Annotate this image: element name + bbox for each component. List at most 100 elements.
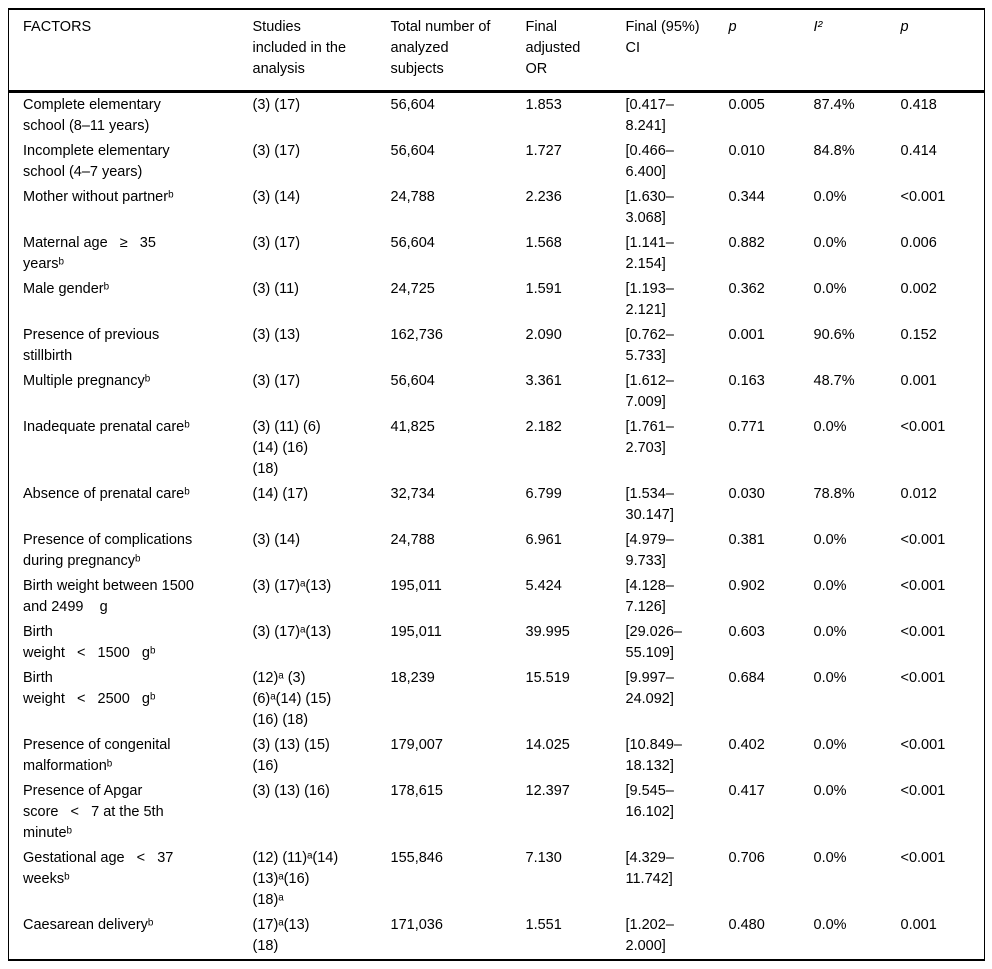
studies-cell: (12) (11)ᵃ(14) (13)ᵃ(16) (18)ᵃ	[252, 850, 339, 908]
factor-cell: Presence of congenital malformationᵇ	[23, 737, 171, 774]
studies-cell: (3) (11) (6) (14) (16) (18)	[252, 419, 321, 477]
i-squared-cell: 0.0%	[813, 670, 847, 686]
table-row: Birth weight between 1500 and 2499 g (3)…	[9, 574, 985, 620]
table-header: FACTORS Studies included in the analysis T…	[8, 9, 985, 93]
ci-cell: [4.128– 7.126]	[625, 578, 674, 615]
adjusted-or-cell: 2.182	[525, 419, 562, 435]
p-value-cell: 0.001	[900, 917, 937, 933]
factor-cell: Presence of previous stillbirth	[23, 327, 160, 364]
studies-cell: (3) (17)	[252, 143, 301, 159]
adjusted-or-cell: 5.424	[525, 578, 562, 594]
column-header-adjusted-or: Final adjusted OR	[525, 9, 626, 93]
p-value-cell: <0.001	[900, 737, 946, 753]
subjects-cell: 41,825	[390, 419, 435, 435]
ci-cell: [1.761– 2.703]	[625, 419, 674, 456]
factor-cell: Complete elementary school (8–11 years)	[23, 97, 161, 134]
factor-cell: Presence of Apgar score < 7 at the 5th m…	[23, 783, 164, 841]
p-value-cell: 0.418	[900, 97, 937, 113]
factor-cell: Gestational age < 37 weeksᵇ	[23, 850, 174, 887]
table-row: Gestational age < 37 weeksᵇ (12) (11)ᵃ(1…	[9, 846, 985, 913]
adjusted-or-cell: 2.090	[525, 327, 562, 343]
p-heterogeneity-cell: 0.163	[728, 373, 765, 389]
subjects-cell: 171,036	[390, 917, 443, 933]
adjusted-or-cell: 6.799	[525, 486, 562, 502]
p-heterogeneity-cell: 0.362	[728, 281, 765, 297]
adjusted-or-cell: 14.025	[525, 737, 570, 753]
adjusted-or-cell: 12.397	[525, 783, 570, 799]
subjects-cell: 24,725	[390, 281, 435, 297]
studies-cell: (3) (13)	[252, 327, 301, 343]
ci-cell: [9.545– 16.102]	[625, 783, 674, 820]
subjects-cell: 56,604	[390, 143, 435, 159]
column-header-subjects: Total number of analyzed subjects	[390, 9, 526, 93]
i-squared-cell: 78.8%	[813, 486, 855, 502]
column-header-ci: Final (95%) CI	[625, 9, 729, 93]
studies-cell: (3) (14)	[252, 532, 301, 548]
p-heterogeneity-cell: 0.882	[728, 235, 765, 251]
p-heterogeneity-cell: 0.771	[728, 419, 765, 435]
column-header-p-heterogeneity: p	[728, 9, 814, 93]
subjects-cell: 56,604	[390, 97, 435, 113]
studies-cell: (3) (17)ᵃ(13)	[252, 578, 332, 594]
table-row: Inadequate prenatal careᵇ (3) (11) (6) (…	[9, 415, 985, 482]
i-squared-cell: 0.0%	[813, 917, 847, 933]
i-squared-cell: 0.0%	[813, 783, 847, 799]
ci-cell: [9.997– 24.092]	[625, 670, 674, 707]
studies-cell: (3) (13) (15) (16)	[252, 737, 330, 774]
table-row: Incomplete elementary school (4–7 years)…	[9, 139, 985, 185]
i-squared-cell: 84.8%	[813, 143, 855, 159]
ci-cell: [1.534– 30.147]	[625, 486, 674, 523]
i-squared-cell: 48.7%	[813, 373, 855, 389]
studies-cell: (3) (17)	[252, 235, 301, 251]
i-squared-cell: 87.4%	[813, 97, 855, 113]
factor-cell: Caesarean deliveryᵇ	[23, 917, 154, 933]
i-squared-cell: 0.0%	[813, 189, 847, 205]
studies-cell: (3) (11)	[252, 281, 299, 297]
i-squared-cell: 90.6%	[813, 327, 855, 343]
p-value-cell: 0.414	[900, 143, 937, 159]
p-heterogeneity-cell: 0.010	[728, 143, 765, 159]
table-row: Presence of previous stillbirth (3) (13)…	[9, 323, 985, 369]
adjusted-or-cell: 1.591	[525, 281, 562, 297]
table-row: Absence of prenatal careᵇ (14) (17) 32,7…	[9, 482, 985, 528]
factor-cell: Presence of complications during pregnan…	[23, 532, 193, 569]
p-value-cell: 0.012	[900, 486, 937, 502]
subjects-cell: 56,604	[390, 373, 435, 389]
p-heterogeneity-cell: 0.402	[728, 737, 765, 753]
subjects-cell: 179,007	[390, 737, 443, 753]
studies-cell: (3) (17)	[252, 373, 301, 389]
studies-cell: (12)ᵃ (3) (6)ᵃ(14) (15) (16) (18)	[252, 670, 332, 728]
factor-cell: Incomplete elementary school (4–7 years)	[23, 143, 170, 180]
factor-cell: Birth weight < 2500 gᵇ	[23, 670, 156, 707]
table-row: Multiple pregnancyᵇ (3) (17) 56,604 3.36…	[9, 369, 985, 415]
i-squared-cell: 0.0%	[813, 737, 847, 753]
p-value-cell: 0.002	[900, 281, 937, 297]
ci-cell: [4.979– 9.733]	[625, 532, 674, 569]
p-heterogeneity-cell: 0.381	[728, 532, 765, 548]
table-row: Maternal age ≥ 35 yearsᵇ (3) (17) 56,604…	[9, 231, 985, 277]
p-heterogeneity-cell: 0.344	[728, 189, 765, 205]
ci-cell: [4.329– 11.742]	[625, 850, 674, 887]
p-value-cell: <0.001	[900, 578, 946, 594]
p-value-cell: <0.001	[900, 850, 946, 866]
i-squared-cell: 0.0%	[813, 624, 847, 640]
subjects-cell: 24,788	[390, 532, 435, 548]
adjusted-or-cell: 1.551	[525, 917, 562, 933]
p-heterogeneity-cell: 0.684	[728, 670, 765, 686]
adjusted-or-cell: 1.853	[525, 97, 562, 113]
ci-cell: [0.466– 6.400]	[625, 143, 674, 180]
i-squared-cell: 0.0%	[813, 419, 847, 435]
table-row: Presence of congenital malformationᵇ (3)…	[9, 733, 985, 779]
subjects-cell: 56,604	[390, 235, 435, 251]
p-value-cell: 0.152	[900, 327, 937, 343]
table-row: Mother without partnerᵇ (3) (14) 24,788 …	[9, 185, 985, 231]
p-heterogeneity-cell: 0.005	[728, 97, 765, 113]
ci-cell: [1.630– 3.068]	[625, 189, 674, 226]
p-heterogeneity-cell: 0.417	[728, 783, 765, 799]
p-heterogeneity-cell: 0.001	[728, 327, 765, 343]
subjects-cell: 32,734	[390, 486, 435, 502]
table-row: Male genderᵇ (3) (11) 24,725 1.591 [1.19…	[9, 277, 985, 323]
studies-cell: (3) (17)	[252, 97, 301, 113]
adjusted-or-cell: 7.130	[525, 850, 562, 866]
